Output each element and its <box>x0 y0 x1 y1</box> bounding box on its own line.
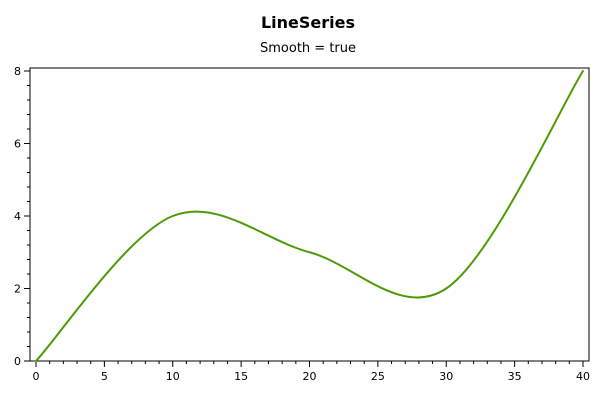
y-tick-label: 2 <box>14 283 21 296</box>
y-axis: 0 2 4 6 8 <box>14 65 30 368</box>
x-tick-label: 10 <box>166 370 180 383</box>
series-layer <box>35 70 584 362</box>
x-tick-label: 40 <box>576 370 590 383</box>
y-tick-label: 0 <box>14 355 21 368</box>
x-tick-label: 15 <box>234 370 248 383</box>
x-tick-label: 35 <box>508 370 522 383</box>
x-tick-label: 20 <box>303 370 317 383</box>
chart-subtitle: Smooth = true <box>260 41 356 56</box>
series-line <box>35 70 584 362</box>
y-tick-label: 6 <box>14 138 21 151</box>
x-tick-label: 5 <box>101 370 108 383</box>
x-tick-label: 30 <box>439 370 453 383</box>
x-tick-label: 0 <box>33 370 40 383</box>
y-tick-label: 4 <box>14 210 21 223</box>
x-tick-label: 25 <box>371 370 385 383</box>
x-axis: 0 5 10 15 20 25 30 35 40 <box>33 361 590 383</box>
chart-title: LineSeries <box>261 13 355 32</box>
y-tick-label: 8 <box>14 65 21 78</box>
